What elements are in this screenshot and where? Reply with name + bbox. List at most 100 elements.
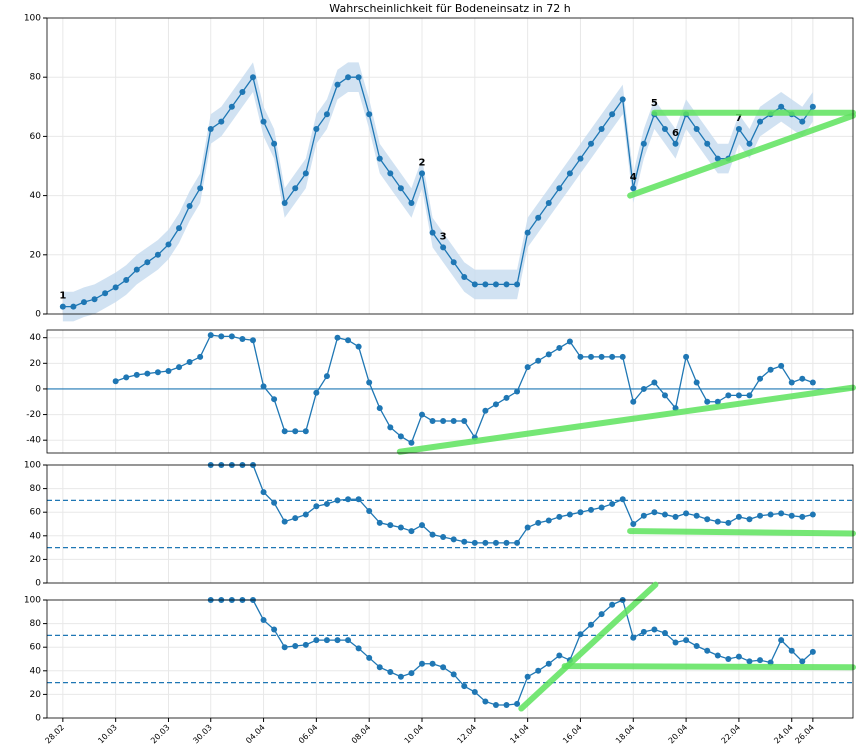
point [630, 185, 637, 192]
point [281, 644, 288, 651]
point [778, 510, 785, 517]
point [144, 259, 151, 266]
point [228, 333, 235, 340]
point [345, 74, 352, 81]
point [429, 531, 436, 538]
trend-overlay [627, 112, 856, 199]
plot-frame [46, 17, 854, 315]
point [492, 702, 499, 709]
point [661, 630, 668, 637]
point [514, 388, 521, 395]
point [725, 392, 732, 399]
point [281, 428, 288, 435]
point [788, 379, 795, 386]
point [239, 335, 246, 342]
trend-overlay [561, 663, 856, 671]
point [661, 511, 668, 518]
point [366, 508, 373, 515]
point [566, 511, 573, 518]
point [281, 518, 288, 525]
point [471, 539, 478, 546]
point [514, 281, 521, 288]
y-tick-label: 80 [30, 73, 42, 83]
x-tick-label: 24.04 [772, 723, 795, 746]
point [799, 375, 806, 382]
y-tick-label: 20 [30, 250, 42, 260]
point [735, 126, 742, 132]
point [757, 512, 764, 519]
point [524, 229, 531, 236]
y-tick-label: 0 [35, 714, 41, 724]
point [292, 185, 299, 192]
point [503, 394, 510, 401]
point [524, 364, 531, 371]
point [408, 439, 415, 446]
x-tick-label: 06.04 [297, 723, 320, 746]
point [767, 366, 774, 373]
point [334, 334, 341, 341]
point [693, 643, 700, 650]
y-tick-label: 100 [24, 14, 41, 24]
point [788, 647, 795, 654]
point [271, 396, 278, 403]
y-tick-label: -20 [26, 410, 41, 420]
point [461, 274, 468, 280]
point [70, 303, 77, 310]
point [535, 214, 542, 221]
point [387, 170, 394, 177]
x-tick-label: 10.04 [403, 723, 426, 746]
y-tick-label: 80 [30, 484, 42, 494]
y-tick-label: 80 [30, 619, 42, 629]
point [609, 353, 616, 360]
point [672, 140, 679, 147]
point [345, 637, 352, 644]
point [704, 516, 711, 523]
point [387, 522, 394, 529]
point [429, 229, 436, 236]
point [725, 519, 732, 526]
point [366, 111, 373, 118]
point [471, 281, 478, 288]
point [345, 496, 352, 503]
point [524, 673, 531, 680]
series-line [210, 464, 814, 544]
point [725, 656, 732, 662]
point [419, 660, 426, 667]
point [440, 664, 447, 671]
x-tick-label: 28.02 [43, 723, 66, 746]
point [588, 506, 595, 513]
point [683, 510, 690, 517]
point [450, 417, 457, 424]
point [302, 511, 309, 518]
point [429, 660, 436, 667]
point [503, 539, 510, 546]
point [450, 259, 457, 266]
point [271, 140, 278, 147]
point [799, 118, 806, 125]
point [566, 170, 573, 177]
point [714, 518, 721, 525]
point [397, 524, 404, 531]
point [323, 373, 330, 380]
point [302, 170, 309, 177]
point [450, 536, 457, 543]
point [714, 652, 721, 659]
point [746, 140, 753, 147]
point [735, 392, 742, 399]
point [556, 344, 563, 351]
point [345, 337, 352, 344]
point [271, 626, 278, 633]
trend-overlay [518, 581, 659, 712]
point [482, 407, 489, 414]
x-tick-label: 20.03 [149, 723, 172, 746]
point [492, 539, 499, 546]
plot-frame [46, 464, 854, 584]
point [503, 702, 510, 709]
point [545, 200, 552, 206]
x-tick-label: 22.04 [720, 723, 743, 746]
point [535, 357, 542, 364]
point [598, 126, 605, 132]
point [683, 353, 690, 360]
point [640, 512, 647, 519]
point [408, 670, 415, 677]
